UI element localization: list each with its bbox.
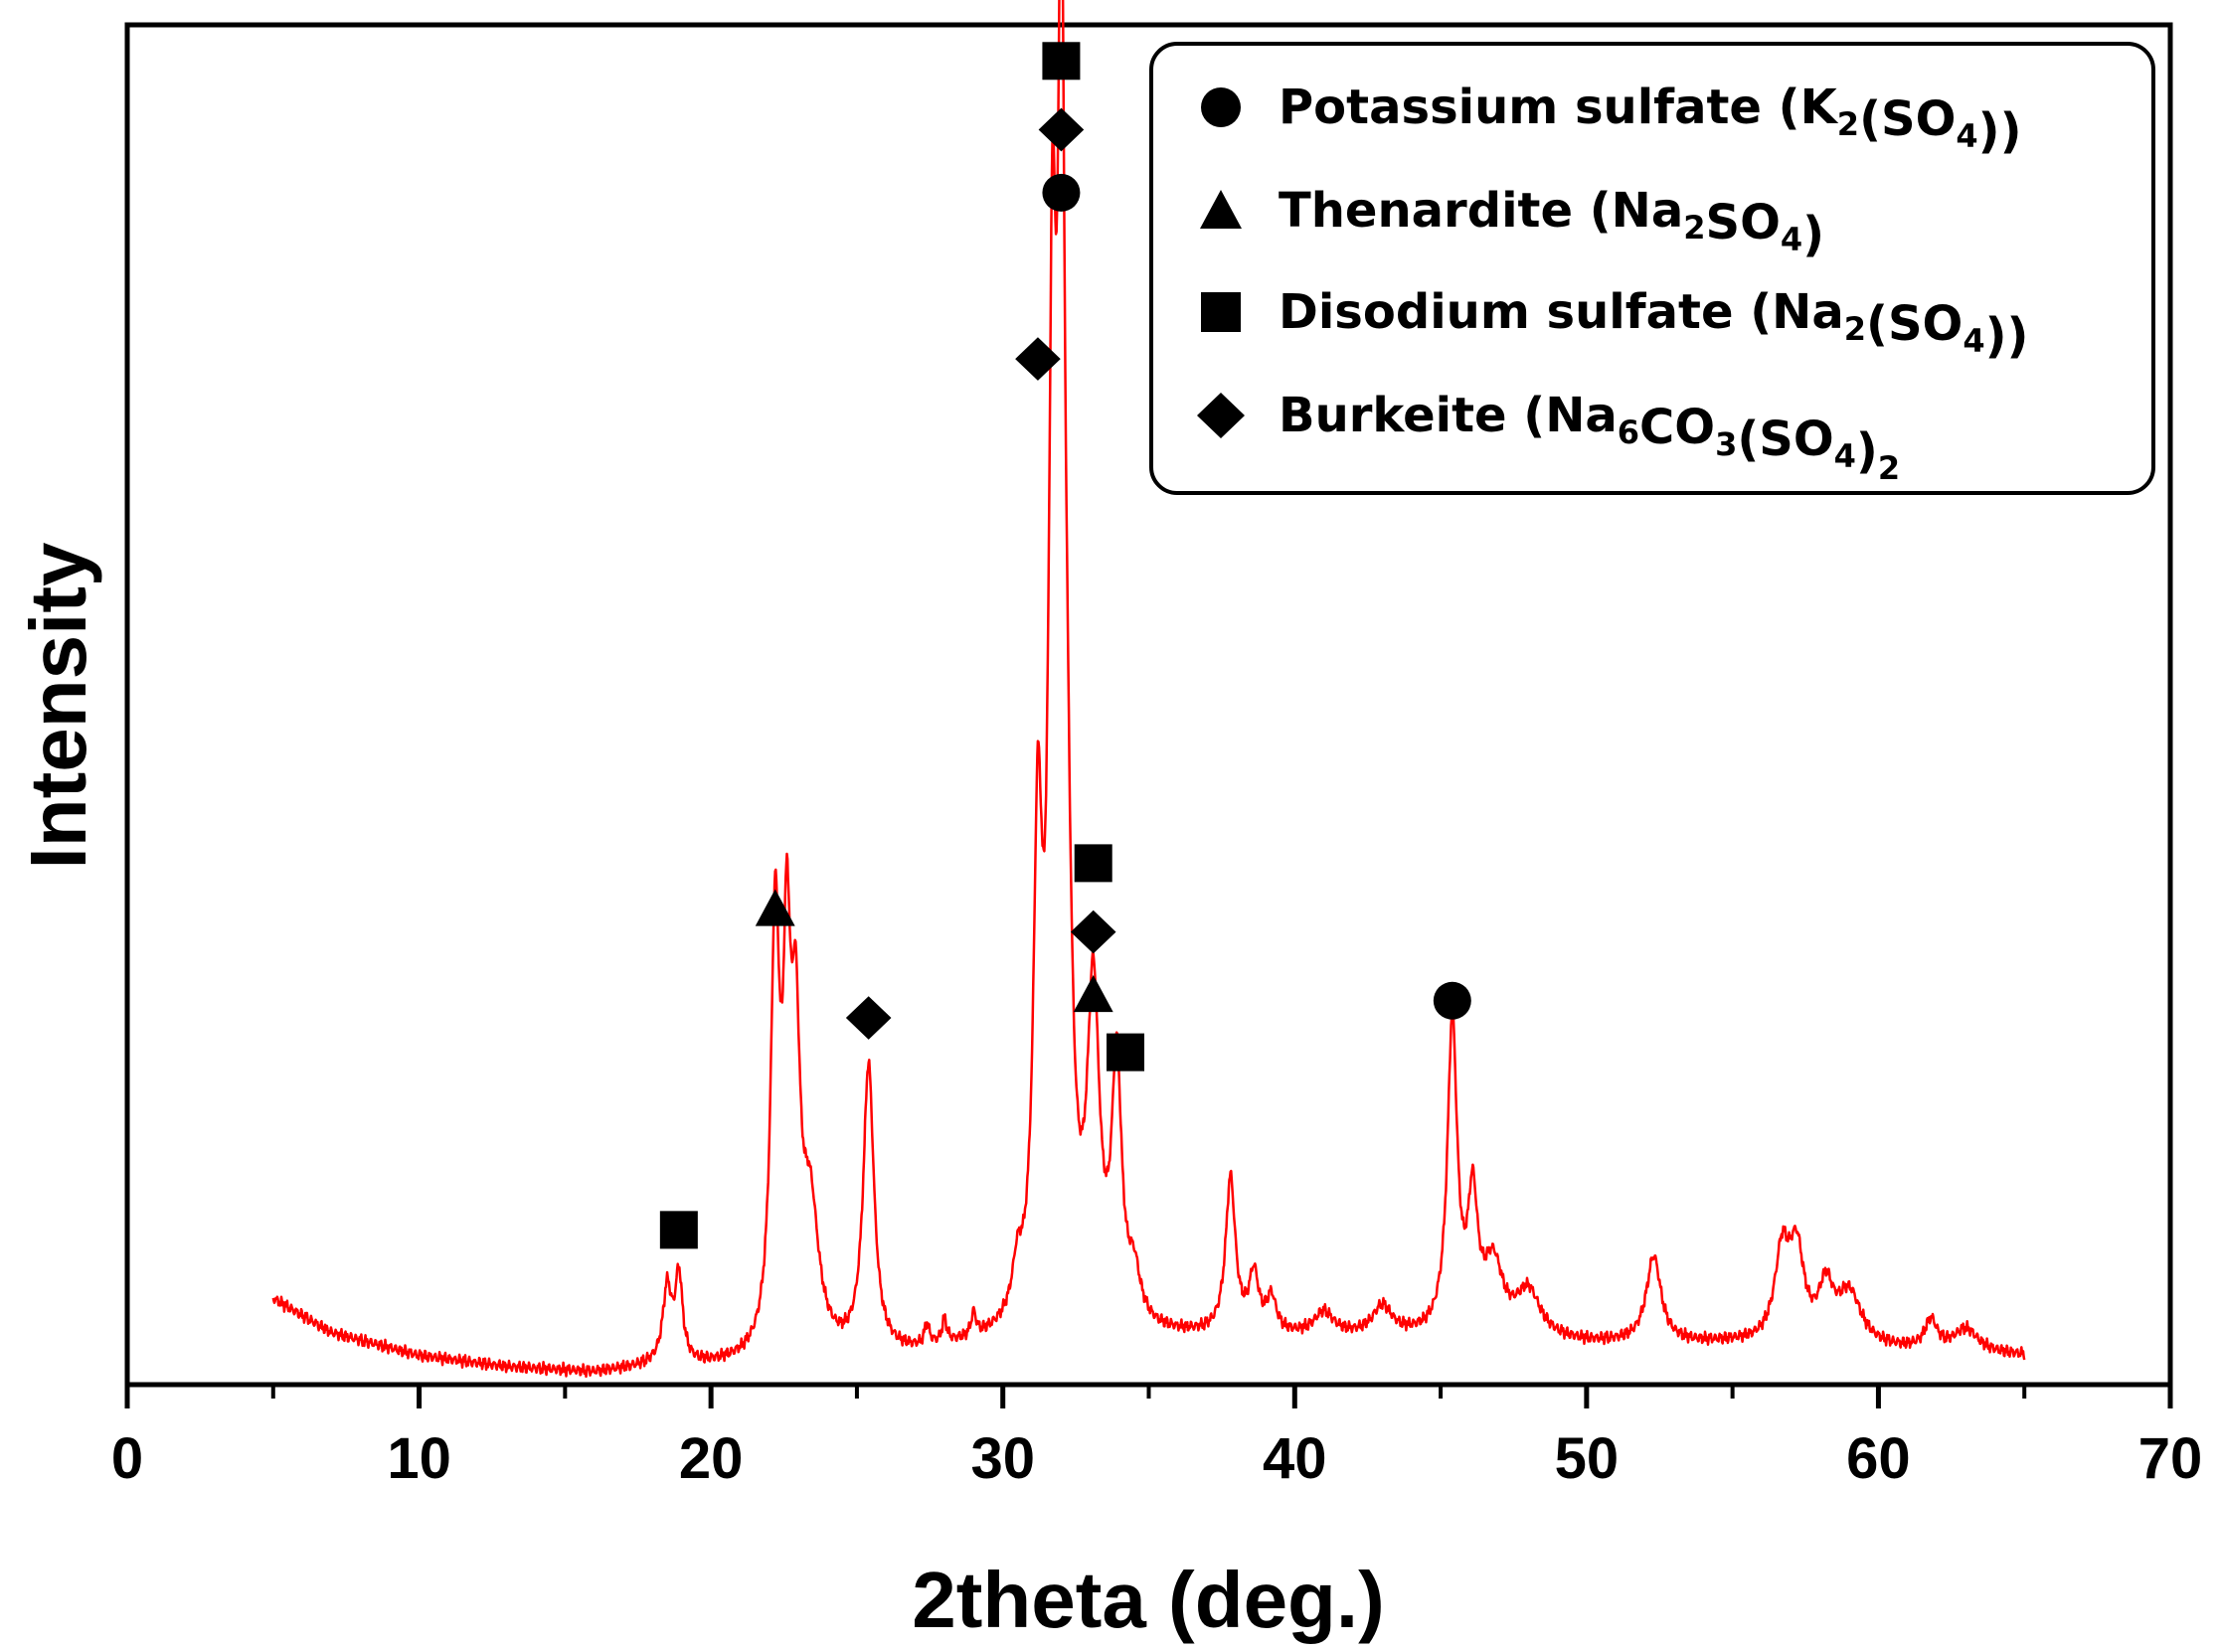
xrd-pattern-line [271, 0, 2026, 1379]
x-tick-label: 50 [1555, 1426, 1620, 1491]
x-tick-label: 30 [970, 1426, 1035, 1491]
legend-subscript: 2 [1878, 449, 1900, 487]
x-tick-label: 60 [1846, 1426, 1911, 1491]
x-tick-label: 40 [1263, 1426, 1327, 1491]
legend-subscript: 2 [1683, 209, 1705, 247]
legend-subscript: 4 [1781, 221, 1802, 258]
legend-subscript: 4 [1834, 437, 1856, 475]
diamond-marker [1197, 393, 1245, 438]
x-tick-label: 10 [387, 1426, 451, 1491]
legend-text-part: SO [1706, 195, 1781, 250]
legend: Potassium sulfate (K2(SO4))Thenardite (N… [1149, 42, 2155, 495]
legend-entry-text: Potassium sulfate (K2(SO4)) [1279, 80, 2022, 159]
triangle-marker [1200, 190, 1242, 229]
x-tick-label: 0 [111, 1426, 143, 1491]
legend-text-part: Potassium sulfate (K [1279, 80, 1839, 135]
square-marker [1042, 42, 1081, 81]
diamond-marker [1070, 909, 1116, 954]
x-tick-label: 70 [2138, 1426, 2203, 1491]
circle-marker [1042, 173, 1081, 212]
legend-text-part: )) [1985, 308, 2029, 364]
diamond-marker [1015, 337, 1061, 381]
square-marker [1107, 1033, 1145, 1072]
legend-text-part: ) [1856, 423, 1878, 479]
legend-text-part: Thenardite (Na [1279, 183, 1683, 239]
square-marker [659, 1211, 698, 1249]
triangle-marker [1073, 975, 1113, 1013]
legend-text-part: CO [1639, 400, 1715, 455]
legend-text-part: ) [1802, 207, 1824, 262]
triangle-marker [755, 889, 795, 926]
square-marker [1074, 844, 1112, 883]
legend-text-part: (SO [1866, 296, 1963, 352]
legend-text-part: )) [1978, 103, 2022, 159]
x-tick-label: 20 [679, 1426, 744, 1491]
phase-markers [659, 42, 1471, 1249]
legend-subscript: 2 [1844, 310, 1866, 348]
square-marker [1201, 292, 1241, 332]
legend-text-part: Burkeite (Na [1279, 388, 1618, 443]
legend-subscript: 4 [1963, 322, 1984, 360]
legend-entry-text: Burkeite (Na6CO3(SO4)2 [1279, 388, 1900, 487]
axes: 0 10 20 30 40 50 60 70 [111, 22, 2203, 1491]
legend-text-part: (SO [1859, 91, 1956, 147]
plot-area [271, 0, 2026, 1379]
diamond-marker [1038, 107, 1085, 152]
legend-text-part: Disodium sulfate (Na [1279, 284, 1844, 340]
legend-entry-text: Disodium sulfate (Na2(SO4)) [1279, 284, 2028, 364]
x-axis-label: 2theta (deg.) [912, 1556, 1385, 1644]
circle-marker [1433, 981, 1471, 1020]
legend-subscript: 4 [1956, 117, 1977, 155]
legend-subscript: 2 [1837, 105, 1859, 143]
y-axis-label: Intensity [14, 542, 102, 869]
legend-subscript: 6 [1618, 413, 1639, 451]
legend-box [1149, 42, 2155, 495]
legend-subscript: 3 [1715, 425, 1737, 463]
circle-marker [1201, 87, 1241, 127]
legend-entry-text: Thenardite (Na2SO4) [1279, 183, 1824, 262]
legend-text-part: (SO [1737, 412, 1833, 467]
diamond-marker [845, 996, 892, 1040]
